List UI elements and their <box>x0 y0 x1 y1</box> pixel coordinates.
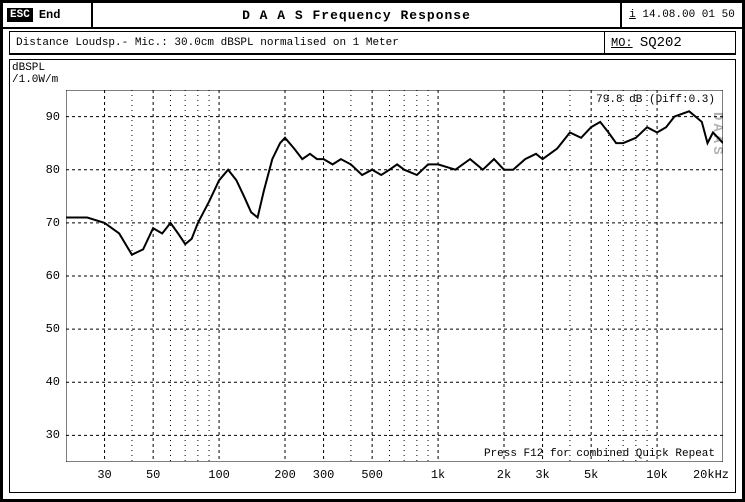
x-tick-label: 3k <box>535 468 549 482</box>
esc-cell[interactable]: ESC End <box>3 3 93 27</box>
x-tick-label: 500 <box>361 468 383 482</box>
x-end-label: 20kHz <box>693 468 729 482</box>
date-prefix: i <box>629 9 636 21</box>
info-bar: Distance Loudsp.- Mic.: 30.0cm dBSPL nor… <box>9 31 736 55</box>
date-time: 14.08.00 01 50 <box>642 9 734 21</box>
y-tick-label: 50 <box>32 322 60 336</box>
x-tick-label: 10k <box>646 468 668 482</box>
x-tick-label: 30 <box>97 468 111 482</box>
plot-svg <box>66 90 723 462</box>
mo-label: MO: <box>611 36 633 50</box>
x-tick-label: 5k <box>584 468 598 482</box>
y-tick-label: 90 <box>32 110 60 124</box>
x-tick-label: 200 <box>274 468 296 482</box>
x-tick-label: 100 <box>208 468 230 482</box>
y-tick-label: 70 <box>32 216 60 230</box>
x-tick-label: 300 <box>313 468 335 482</box>
chart-container: dBSPL /1.0W/m 79.8 dB (Diff:0.3) DAAS Pr… <box>9 59 736 493</box>
y-axis-unit2: /1.0W/m <box>12 74 58 86</box>
measurement-info: Distance Loudsp.- Mic.: 30.0cm dBSPL nor… <box>10 32 605 53</box>
esc-label: End <box>39 8 61 22</box>
app-frame: ESC End D A A S Frequency Response i 14.… <box>0 0 745 502</box>
y-tick-label: 40 <box>32 375 60 389</box>
plot-region: 79.8 dB (Diff:0.3) DAAS Press F12 for co… <box>66 90 723 462</box>
x-tick-label: 50 <box>146 468 160 482</box>
x-tick-label: 2k <box>497 468 511 482</box>
y-tick-label: 30 <box>32 428 60 442</box>
mo-value: SQ202 <box>640 35 682 51</box>
y-axis-unit1: dBSPL <box>12 62 58 74</box>
date-time-cell: i 14.08.00 01 50 <box>622 3 742 27</box>
title-bar: ESC End D A A S Frequency Response i 14.… <box>3 3 742 29</box>
footer-hint: Press F12 for combined Quick Repeat <box>484 448 715 460</box>
watermark: DAAS <box>709 112 725 158</box>
mo-cell: MO: SQ202 <box>605 32 735 53</box>
y-tick-label: 80 <box>32 163 60 177</box>
y-tick-label: 60 <box>32 269 60 283</box>
esc-key-badge: ESC <box>7 8 33 22</box>
y-axis-label: dBSPL /1.0W/m <box>12 62 58 86</box>
x-tick-label: 1k <box>431 468 445 482</box>
app-title: D A A S Frequency Response <box>93 3 622 27</box>
db-annotation: 79.8 dB (Diff:0.3) <box>596 94 715 106</box>
